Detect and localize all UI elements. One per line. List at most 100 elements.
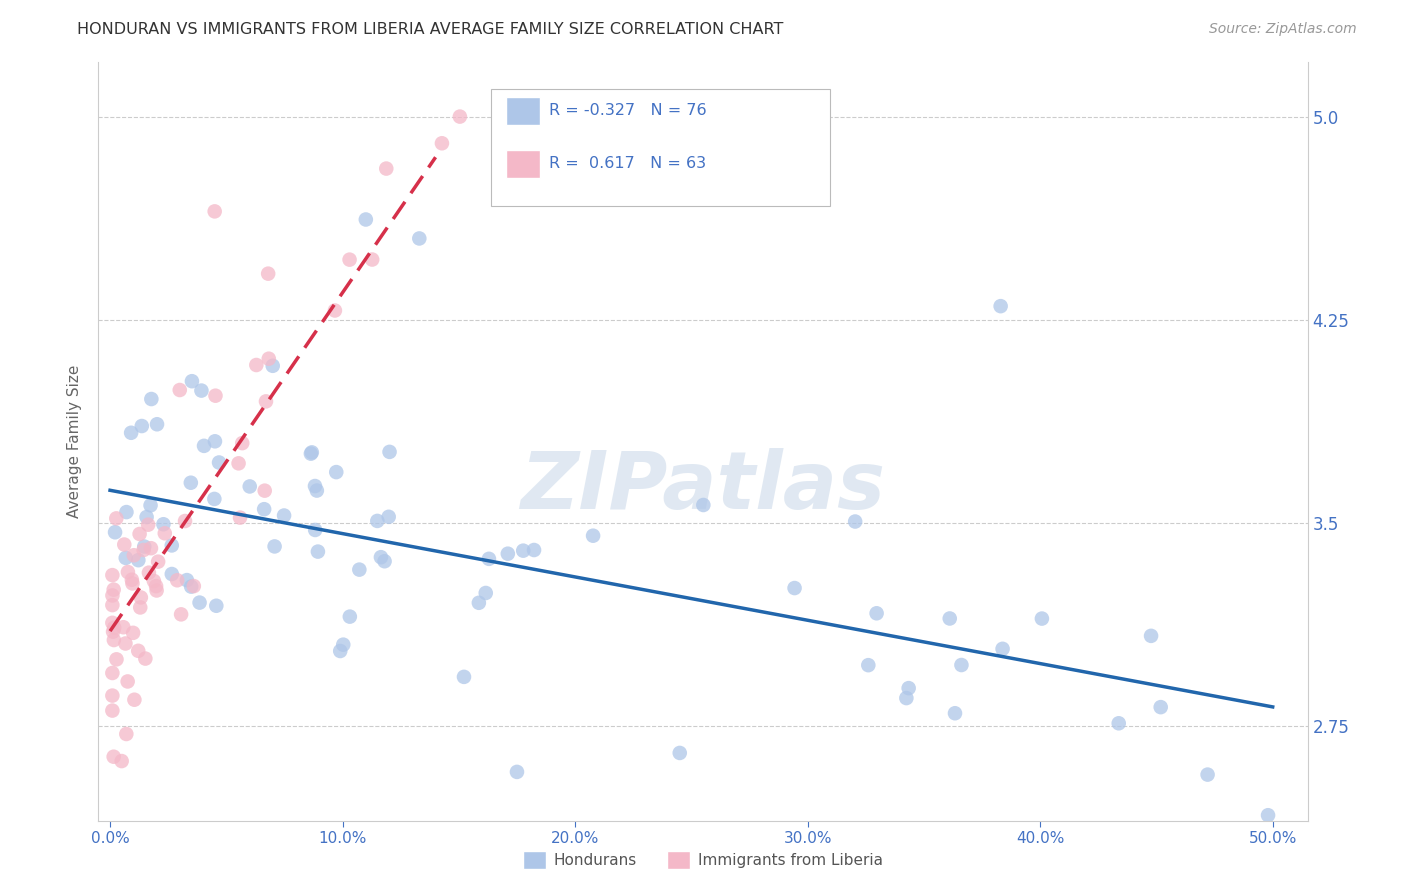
Point: [101, 615, 124, 630]
Point: [136, 517, 159, 532]
Point: [339, 252, 361, 267]
Point: [101, 589, 124, 603]
Point: [305, 483, 328, 498]
Point: [105, 511, 128, 525]
Point: [112, 620, 135, 634]
Point: [152, 517, 174, 532]
Point: [183, 579, 205, 593]
Point: [127, 644, 149, 658]
Point: [943, 706, 966, 721]
Point: [325, 465, 347, 479]
Y-axis label: Average Family Size: Average Family Size: [67, 365, 83, 518]
Point: [101, 568, 124, 582]
Point: [142, 574, 165, 588]
Point: [205, 599, 228, 613]
Point: [938, 611, 960, 625]
Point: [204, 434, 226, 449]
Point: [120, 425, 142, 440]
Point: [128, 527, 150, 541]
Point: [134, 651, 156, 665]
Point: [112, 537, 135, 551]
Point: [262, 359, 284, 373]
Point: [897, 681, 920, 695]
Point: [146, 417, 169, 432]
Point: [453, 670, 475, 684]
Text: HONDURAN VS IMMIGRANTS FROM LIBERIA AVERAGE FAMILY SIZE CORRELATION CHART: HONDURAN VS IMMIGRANTS FROM LIBERIA AVER…: [77, 22, 783, 37]
Point: [228, 456, 250, 470]
Point: [257, 267, 280, 281]
Point: [101, 665, 124, 680]
Point: [304, 479, 326, 493]
Point: [101, 624, 124, 639]
Point: [124, 692, 146, 706]
Point: [101, 689, 124, 703]
Point: [117, 674, 139, 689]
Point: [101, 598, 124, 612]
Point: [202, 491, 225, 506]
Point: [643, 110, 665, 124]
Point: [1031, 611, 1053, 625]
Point: [193, 439, 215, 453]
Point: [329, 644, 352, 658]
Point: [301, 445, 323, 459]
Point: [496, 547, 519, 561]
Point: [160, 567, 183, 582]
Point: [190, 384, 212, 398]
Point: [117, 565, 139, 579]
Point: [468, 596, 491, 610]
Point: [1140, 629, 1163, 643]
Point: [307, 544, 329, 558]
Point: [153, 526, 176, 541]
Point: [103, 582, 125, 597]
Point: [991, 641, 1014, 656]
Point: [950, 658, 973, 673]
Point: [101, 704, 124, 718]
Point: [474, 586, 496, 600]
Point: [139, 499, 162, 513]
FancyBboxPatch shape: [492, 89, 830, 207]
Point: [231, 436, 253, 450]
Point: [896, 691, 918, 706]
Point: [1197, 767, 1219, 781]
Point: [512, 543, 534, 558]
Point: [204, 204, 226, 219]
Point: [304, 523, 326, 537]
Point: [127, 553, 149, 567]
Point: [138, 566, 160, 580]
Point: [104, 525, 127, 540]
Point: [1150, 700, 1173, 714]
Point: [169, 383, 191, 397]
Point: [582, 529, 605, 543]
Point: [160, 538, 183, 552]
Point: [103, 621, 125, 635]
Point: [478, 552, 501, 566]
Point: [135, 510, 157, 524]
Point: [141, 392, 163, 406]
Point: [174, 514, 197, 528]
Point: [188, 596, 211, 610]
Point: [375, 161, 398, 176]
Point: [180, 580, 202, 594]
Point: [229, 510, 252, 524]
Point: [111, 754, 134, 768]
Point: [131, 419, 153, 434]
Point: [145, 583, 167, 598]
Point: [430, 136, 453, 151]
Point: [323, 303, 346, 318]
Bar: [506, 150, 540, 178]
Point: [692, 498, 714, 512]
Point: [129, 591, 152, 605]
Point: [204, 389, 226, 403]
Point: [115, 727, 138, 741]
Point: [208, 455, 231, 469]
Point: [449, 110, 471, 124]
Point: [239, 479, 262, 493]
Point: [166, 574, 188, 588]
Point: [374, 554, 396, 568]
Point: [115, 505, 138, 519]
Point: [366, 514, 388, 528]
Point: [361, 252, 384, 267]
Text: ZIPatlas: ZIPatlas: [520, 448, 886, 526]
Point: [129, 600, 152, 615]
Point: [506, 764, 529, 779]
